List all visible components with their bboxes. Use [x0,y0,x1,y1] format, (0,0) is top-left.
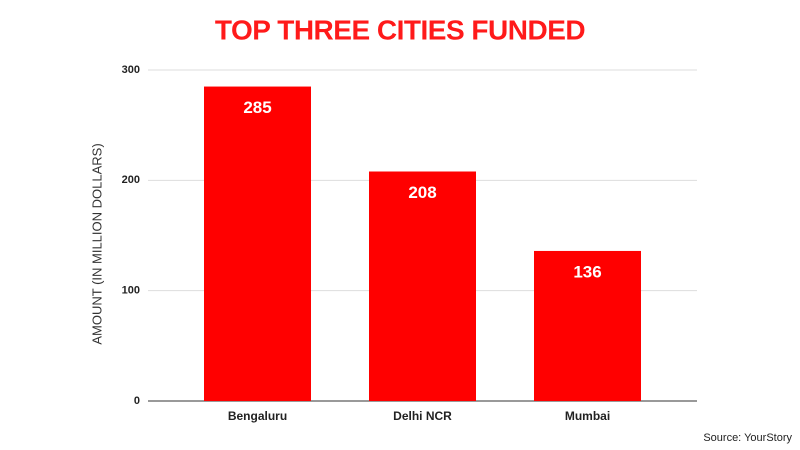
y-axis-label: AMOUNT (IN MILLION DOLLARS) [89,143,104,344]
data-label: 208 [408,183,436,202]
bar [204,86,311,402]
x-tick-label: Bengaluru [228,409,287,423]
y-tick-label: 300 [122,64,140,76]
data-label: 285 [243,98,271,117]
bar [534,250,641,401]
x-tick-label: Mumbai [565,409,610,423]
y-tick-label: 200 [122,174,140,186]
y-tick-label: 100 [122,285,140,297]
source: Source: YourStory [703,432,792,444]
y-tick-label: 0 [134,395,140,407]
x-tick-label: Delhi NCR [393,409,452,423]
data-label: 136 [573,262,601,281]
bar [369,171,476,401]
chart-title: TOP THREE CITIES FUNDED [215,14,585,45]
